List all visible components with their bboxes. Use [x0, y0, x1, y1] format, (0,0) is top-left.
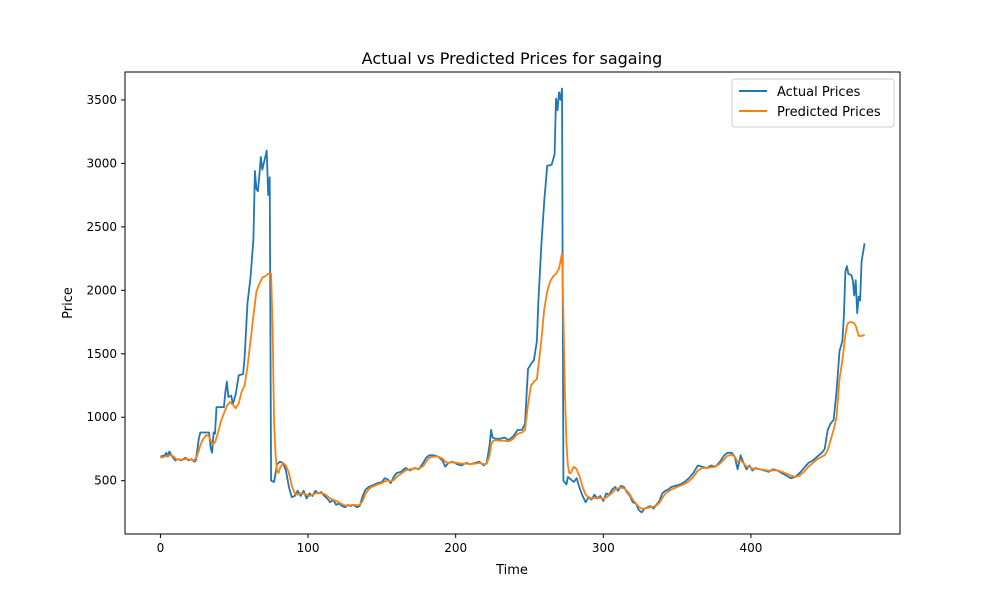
y-tick-label: 1500 [86, 347, 117, 361]
x-tick-label: 200 [444, 541, 467, 555]
chart-title: Actual vs Predicted Prices for sagaing [362, 49, 663, 68]
series-line-actual [160, 87, 866, 514]
y-tick-label: 2000 [86, 283, 117, 297]
series-line-predicted [160, 252, 865, 510]
x-axis: 0 100 200 300 400 [157, 534, 762, 555]
x-axis-label: Time [495, 563, 528, 578]
y-tick-label: 2500 [86, 220, 117, 234]
y-axis-label: Price [61, 287, 76, 319]
x-tick-label: 300 [592, 541, 615, 555]
legend: Actual Prices Predicted Prices [731, 78, 895, 128]
y-axis: 500 1000 1500 2000 2500 3000 3500 [86, 93, 125, 488]
x-tick-label: 100 [297, 541, 320, 555]
x-tick-label: 400 [739, 541, 762, 555]
series-layer [160, 87, 866, 514]
legend-label-predicted: Predicted Prices [777, 105, 881, 120]
y-tick-label: 500 [94, 474, 117, 488]
axes-frame [124, 71, 901, 535]
legend-box [731, 78, 895, 128]
y-tick-label: 3500 [86, 93, 117, 107]
y-tick-label: 1000 [86, 410, 117, 424]
legend-label-actual: Actual Prices [777, 85, 861, 100]
x-tick-label: 0 [157, 541, 165, 555]
y-tick-label: 3000 [86, 156, 117, 170]
